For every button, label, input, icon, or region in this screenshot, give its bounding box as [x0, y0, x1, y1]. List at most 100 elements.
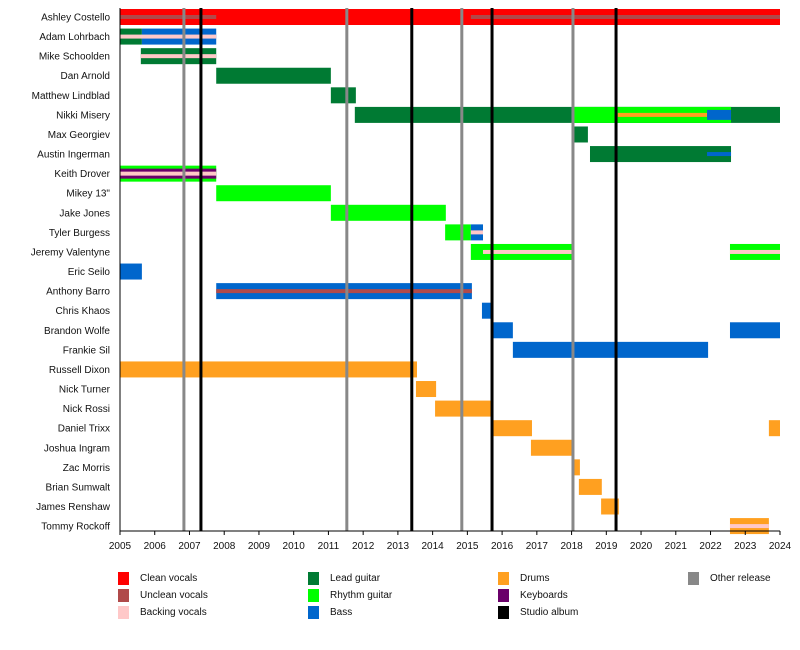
member-label: Nick Rossi [63, 404, 110, 415]
member-label: James Renshaw [36, 502, 111, 513]
x-tick-label: 2007 [178, 541, 201, 552]
x-tick-label: 2018 [560, 541, 583, 552]
bar-rhythm_guitar [216, 185, 331, 202]
legend-item-rhythm_guitar: Rhythm guitar [308, 589, 392, 602]
bar-stripe-bass [707, 152, 732, 157]
legend-swatch [498, 589, 509, 602]
legend-swatch [308, 572, 319, 585]
member-label: Keith Drover [54, 169, 110, 180]
x-tick-label: 2011 [318, 541, 340, 552]
x-tick-label: 2017 [526, 541, 549, 552]
bar-drums [492, 420, 532, 437]
bar-lead_guitar [216, 67, 331, 84]
legend-swatch [308, 606, 319, 619]
member-label: Brian Sumwalt [46, 482, 111, 493]
legend-swatch [118, 589, 129, 602]
legend-label: Unclean vocals [140, 590, 208, 601]
x-tick-label: 2010 [283, 541, 306, 552]
bar-bass [481, 302, 494, 319]
member-label: Frankie Sil [63, 345, 110, 356]
member-label: Anthony Barro [46, 287, 110, 298]
x-tick-label: 2005 [109, 541, 132, 552]
bar-drums [571, 459, 580, 476]
legend-label: Keyboards [520, 590, 568, 601]
bar-drums [578, 478, 602, 495]
legend-swatch [688, 572, 699, 585]
bar-lead_guitar [589, 146, 732, 163]
member-label: Adam Lohrbach [39, 32, 110, 43]
bar-drums [120, 361, 417, 378]
bar-stripe-backing_vocals [120, 171, 217, 176]
x-tick-label: 2019 [595, 541, 618, 552]
legend-item-other_release: Other release [688, 572, 771, 585]
member-label: Daniel Trixx [58, 424, 110, 435]
bar-stripe-backing_vocals [483, 249, 573, 254]
member-label: Chris Khaos [56, 306, 110, 317]
member-label: Zac Morris [63, 463, 110, 474]
bar-bass [492, 322, 513, 339]
timeline-svg: Ashley Costello Adam Lohrbach Mike Schoold… [31, 8, 792, 552]
bar-drums [415, 381, 437, 398]
member-label: Brandon Wolfe [44, 326, 110, 337]
member-label: Jeremy Valentyne [31, 247, 111, 258]
member-label: Jake Jones [59, 208, 110, 219]
bar-rhythm_guitar [330, 204, 446, 221]
bar-rhythm_guitar [445, 224, 471, 241]
x-tick-label: 2013 [387, 541, 410, 552]
x-tick-label: 2020 [630, 541, 653, 552]
legend-label: Rhythm guitar [330, 590, 393, 601]
bar-lead_guitar [571, 126, 588, 143]
legend-label: Clean vocals [140, 573, 198, 584]
member-label: Tommy Rockoff [41, 522, 110, 533]
legend-swatch [498, 572, 509, 585]
bar-drums [530, 439, 573, 456]
x-tick-label: 2008 [213, 541, 236, 552]
member-label: Mikey 13" [66, 189, 110, 200]
x-tick-label: 2012 [352, 541, 375, 552]
member-label: Austin Ingerman [37, 150, 110, 161]
legend-item-bass: Bass [308, 606, 352, 619]
x-tick-label: 2021 [665, 541, 688, 552]
x-tick-label: 2022 [699, 541, 722, 552]
x-tick-label: 2009 [248, 541, 271, 552]
bar-stripe-unclean_vocals [470, 15, 780, 19]
bar-stripe-backing_vocals [729, 524, 769, 529]
legend-item-backing_vocals: Backing vocals [118, 606, 207, 619]
bar-stripe-unclean_vocals [216, 289, 472, 294]
bar-bass [512, 341, 709, 358]
member-label: Eric Seilo [68, 267, 111, 278]
legend-label: Other release [710, 573, 771, 584]
member-label: Nick Turner [59, 385, 111, 396]
bar-stripe-backing_vocals [470, 230, 483, 235]
legend-label: Lead guitar [330, 573, 381, 584]
x-tick-label: 2023 [734, 541, 757, 552]
member-label: Nikki Misery [56, 110, 110, 121]
legend-label: Studio album [520, 607, 579, 618]
legend-item-studio_album: Studio album [498, 606, 578, 619]
x-tick-label: 2014 [422, 541, 445, 552]
member-label: Russell Dixon [49, 365, 110, 376]
bar-bass [120, 263, 142, 280]
member-label: Matthew Lindblad [32, 91, 110, 102]
x-tick-label: 2024 [769, 541, 792, 552]
x-tick-label: 2015 [456, 541, 479, 552]
legend-swatch [118, 606, 129, 619]
bar-lead_guitar [330, 87, 356, 104]
bar-stripe-drums [617, 112, 732, 117]
x-tick-label: 2006 [144, 541, 167, 552]
legend-label: Drums [520, 573, 550, 584]
bar-stripe-backing_vocals [140, 54, 217, 59]
member-label: Ashley Costello [41, 13, 110, 24]
member-label: Tyler Burgess [49, 228, 110, 239]
legend-label: Backing vocals [140, 607, 207, 618]
bar-stripe-backing_vocals [729, 249, 780, 254]
legend-label: Bass [330, 607, 353, 618]
legend-swatch [498, 606, 509, 619]
bar-stripe-backing_vocals [120, 34, 217, 39]
legend-swatch [118, 572, 129, 585]
member-label: Dan Arnold [61, 71, 110, 82]
bar-drums [601, 498, 619, 515]
bar-bass [729, 322, 780, 339]
legend-item-unclean_vocals: Unclean vocals [118, 589, 208, 602]
